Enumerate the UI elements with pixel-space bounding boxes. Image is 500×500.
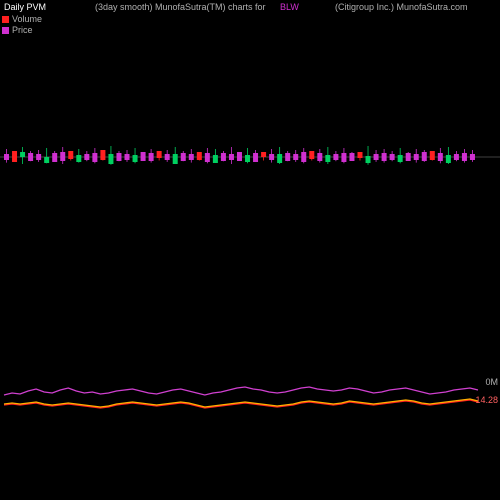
- axis-label-volume: 0M: [485, 377, 498, 387]
- axis-label-price: 14.28: [475, 395, 498, 405]
- chart-container: Daily PVM (3day smooth) MunofaSutra(TM) …: [0, 0, 500, 500]
- chart-svg: [0, 0, 500, 500]
